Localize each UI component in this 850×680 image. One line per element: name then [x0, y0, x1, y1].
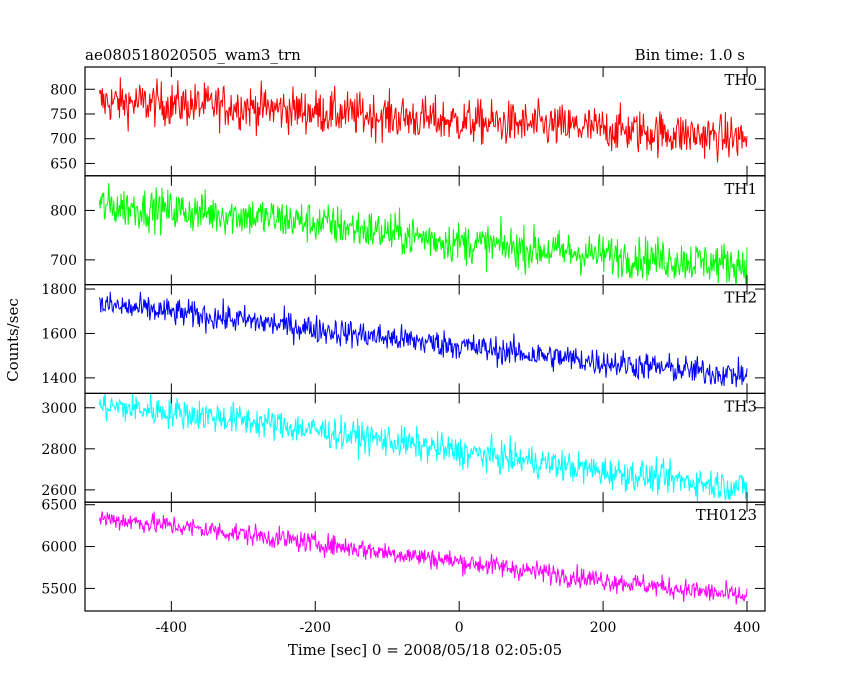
- y-tick-label: 3000: [41, 401, 77, 417]
- series-line-th1: [98, 183, 748, 285]
- series-line-th0: [98, 77, 748, 163]
- panel-label: TH1: [724, 180, 757, 198]
- panel-label: TH0: [724, 71, 757, 89]
- y-tick-label: 800: [50, 82, 77, 98]
- x-tick-label: 400: [734, 620, 761, 636]
- y-tick-label: 1400: [41, 371, 77, 387]
- chart-subtitle: Bin time: 1.0 s: [635, 46, 745, 64]
- y-tick-label: 700: [50, 132, 77, 148]
- series-line-th0123: [98, 511, 748, 605]
- panel-frame: [84, 501, 766, 612]
- y-tick-label: 2800: [41, 442, 77, 458]
- y-tick-label: 2600: [41, 483, 77, 499]
- panel-th2: 1400 1600 1800 TH2: [41, 282, 766, 395]
- x-tick-label: -400: [156, 620, 187, 636]
- panel-label: TH3: [724, 397, 757, 415]
- chart-title: ae080518020505_wam3_trn: [85, 46, 301, 64]
- panel-th0123: 5500 6000 6500 TH0123: [41, 498, 766, 612]
- y-axis-label: Counts/sec: [4, 298, 22, 382]
- y-tick-label: 6000: [41, 540, 77, 556]
- panels: 650 700 750 800 TH0 700 800 TH1 1400 1600 1800 TH2 2…: [41, 66, 766, 636]
- series-line-th2: [98, 291, 748, 388]
- x-tick-label: 0: [455, 620, 464, 636]
- x-axis-label: Time [sec] 0 = 2008/05/18 02:05:05: [288, 641, 562, 659]
- y-tick-label: 800: [50, 203, 77, 219]
- panel-th1: 700 800 TH1: [50, 175, 766, 286]
- panel-label: TH0123: [696, 506, 757, 524]
- x-tick-label: 200: [590, 620, 617, 636]
- panel-frame: [84, 175, 766, 286]
- series-line-th3: [98, 393, 748, 503]
- y-tick-label: 6500: [41, 498, 77, 514]
- y-tick-label: 700: [50, 253, 77, 269]
- y-tick-label: 5500: [41, 581, 77, 597]
- panel-label: TH2: [724, 289, 757, 307]
- y-tick-label: 1600: [41, 326, 77, 342]
- panel-th0: 650 700 750 800 TH0: [50, 66, 766, 177]
- panel-th3: 2600 2800 3000 TH3: [41, 392, 766, 503]
- y-tick-label: 750: [50, 107, 77, 123]
- x-tick-label: -200: [300, 620, 331, 636]
- y-tick-label: 1800: [41, 282, 77, 298]
- y-tick-label: 650: [50, 156, 77, 172]
